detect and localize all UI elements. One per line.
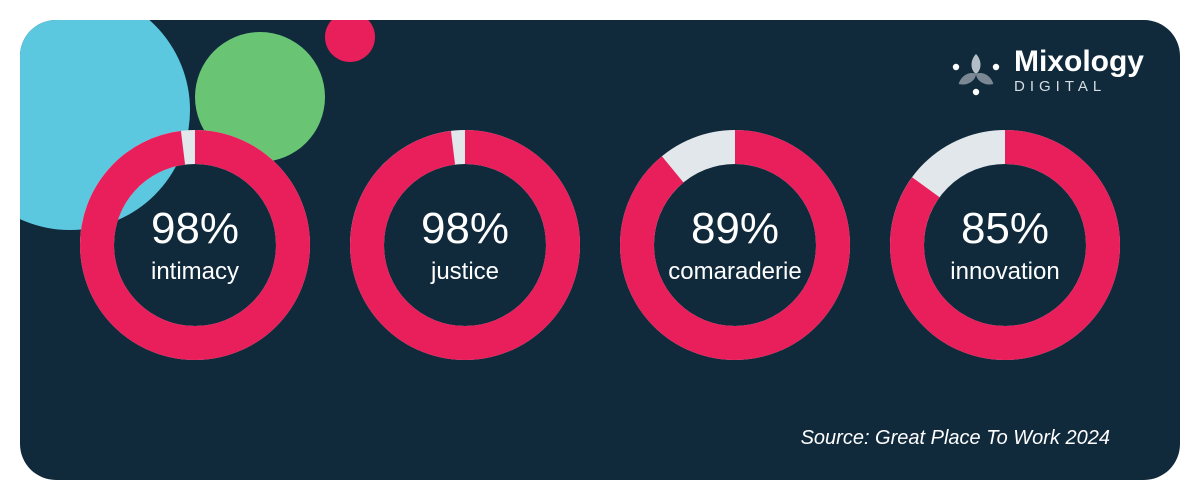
donut-percent: 89% [691, 204, 779, 254]
infographic-card: Mixology DIGITAL 98% intimacy 98% justice 89… [20, 20, 1180, 480]
donut-label: intimacy [151, 258, 239, 286]
donut-row: 98% intimacy 98% justice 89% comaraderie 85% in… [20, 130, 1180, 360]
logo-line1: Mixology [1014, 47, 1144, 77]
donut-chart: 98% justice [350, 130, 580, 360]
donut-center: 85% innovation [890, 130, 1120, 360]
source-attribution: Source: Great Place To Work 2024 [801, 427, 1110, 450]
logo-text: Mixology DIGITAL [1014, 47, 1144, 94]
donut-percent: 98% [421, 204, 509, 254]
logo-line2: DIGITAL [1014, 79, 1144, 94]
donut-chart: 89% comaraderie [620, 130, 850, 360]
donut-center: 98% justice [350, 130, 580, 360]
brand-logo: Mixology DIGITAL [950, 44, 1144, 96]
decorative-circle [325, 20, 375, 62]
logo-mark-icon [950, 44, 1002, 96]
donut-label: innovation [950, 258, 1059, 286]
donut-percent: 98% [151, 204, 239, 254]
donut-percent: 85% [961, 204, 1049, 254]
donut-chart: 85% innovation [890, 130, 1120, 360]
donut-center: 89% comaraderie [620, 130, 850, 360]
donut-chart: 98% intimacy [80, 130, 310, 360]
donut-center: 98% intimacy [80, 130, 310, 360]
donut-label: justice [431, 258, 499, 286]
donut-label: comaraderie [668, 258, 801, 286]
